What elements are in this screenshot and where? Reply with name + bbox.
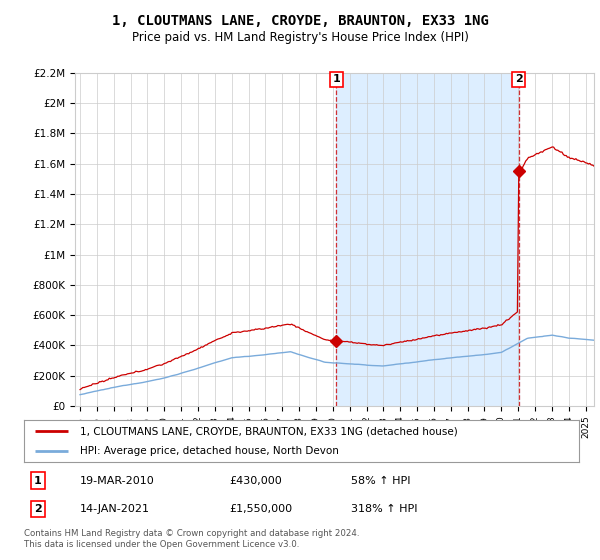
Text: HPI: Average price, detached house, North Devon: HPI: Average price, detached house, Nort… (79, 446, 338, 456)
Text: 58% ↑ HPI: 58% ↑ HPI (352, 475, 411, 486)
Text: 2: 2 (515, 74, 523, 85)
Text: Price paid vs. HM Land Registry's House Price Index (HPI): Price paid vs. HM Land Registry's House … (131, 31, 469, 44)
Text: Contains HM Land Registry data © Crown copyright and database right 2024.
This d: Contains HM Land Registry data © Crown c… (24, 529, 359, 549)
Text: 1, CLOUTMANS LANE, CROYDE, BRAUNTON, EX33 1NG: 1, CLOUTMANS LANE, CROYDE, BRAUNTON, EX3… (112, 14, 488, 28)
Text: £1,550,000: £1,550,000 (229, 504, 292, 514)
Text: 1, CLOUTMANS LANE, CROYDE, BRAUNTON, EX33 1NG (detached house): 1, CLOUTMANS LANE, CROYDE, BRAUNTON, EX3… (79, 426, 457, 436)
Text: 1: 1 (34, 475, 42, 486)
Text: 14-JAN-2021: 14-JAN-2021 (79, 504, 149, 514)
Text: 19-MAR-2010: 19-MAR-2010 (79, 475, 154, 486)
Bar (337, 73, 519, 406)
Text: 1: 1 (332, 74, 340, 85)
Text: £430,000: £430,000 (229, 475, 282, 486)
Text: 318% ↑ HPI: 318% ↑ HPI (352, 504, 418, 514)
Text: 2: 2 (34, 504, 42, 514)
